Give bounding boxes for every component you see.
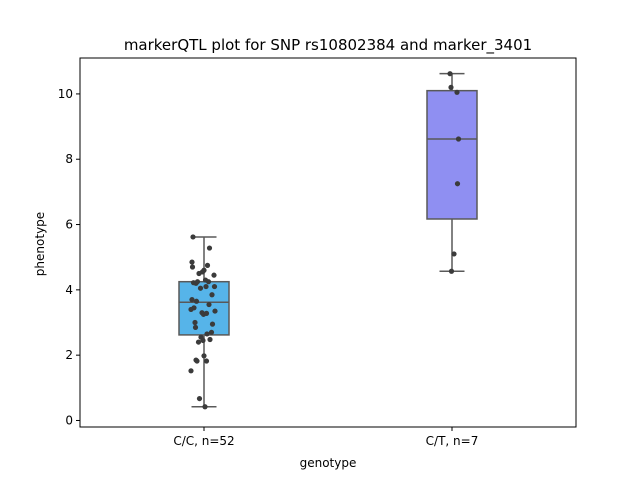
data-point: [189, 259, 195, 265]
chart-title: markerQTL plot for SNP rs10802384 and ma…: [124, 36, 532, 55]
data-point: [194, 279, 201, 285]
y-tick-label: 2: [65, 348, 73, 362]
data-point: [209, 321, 216, 327]
x-tick-label: C/C, n=52: [173, 434, 234, 448]
y-tick-label: 8: [65, 152, 73, 166]
plot-frame: [79, 57, 577, 428]
data-point: [189, 264, 196, 270]
data-point: [192, 324, 199, 331]
y-tick-label: 0: [65, 413, 73, 427]
data-point: [194, 358, 200, 364]
data-point: [197, 285, 204, 291]
data-point: [195, 339, 202, 345]
data-point: [188, 368, 194, 374]
data-point: [448, 268, 455, 274]
data-point: [203, 358, 210, 364]
y-tick-label: 4: [65, 283, 73, 297]
data-point: [200, 337, 206, 344]
data-point: [203, 310, 210, 316]
data-point: [448, 84, 454, 90]
data-point: [207, 336, 213, 343]
data-point: [209, 292, 215, 298]
data-point: [211, 272, 217, 278]
data-point: [188, 306, 194, 313]
data-point: [447, 71, 453, 77]
x-tick-label: C/T, n=7: [426, 434, 479, 448]
box-iqr: [178, 280, 230, 336]
plot-area: [178, 71, 478, 410]
data-point: [202, 404, 208, 410]
data-point: [454, 89, 460, 95]
data-point: [206, 245, 213, 251]
data-point: [196, 395, 203, 402]
box-iqr: [426, 89, 478, 220]
data-point: [212, 308, 218, 314]
data-point: [193, 298, 200, 304]
x-axis-label: genotype: [300, 456, 357, 470]
data-point: [211, 283, 218, 290]
data-point: [204, 262, 211, 268]
data-point: [455, 136, 462, 142]
data-point: [196, 270, 202, 277]
data-point: [208, 329, 215, 335]
data-point: [192, 319, 198, 326]
y-tick-label: 10: [58, 87, 73, 101]
data-point: [189, 297, 195, 303]
data-point: [201, 353, 207, 359]
data-point: [454, 181, 461, 187]
data-point: [203, 283, 209, 290]
axes: 0 2 4 6 8 10 C/C, n=52 C/T, n=7: [58, 87, 479, 448]
data-point: [190, 234, 196, 240]
y-axis-label: phenotype: [33, 212, 47, 276]
data-point: [206, 301, 212, 308]
data-point: [205, 279, 212, 285]
data-point: [451, 251, 457, 257]
data-point: [204, 331, 210, 337]
y-tick-label: 6: [65, 218, 73, 232]
